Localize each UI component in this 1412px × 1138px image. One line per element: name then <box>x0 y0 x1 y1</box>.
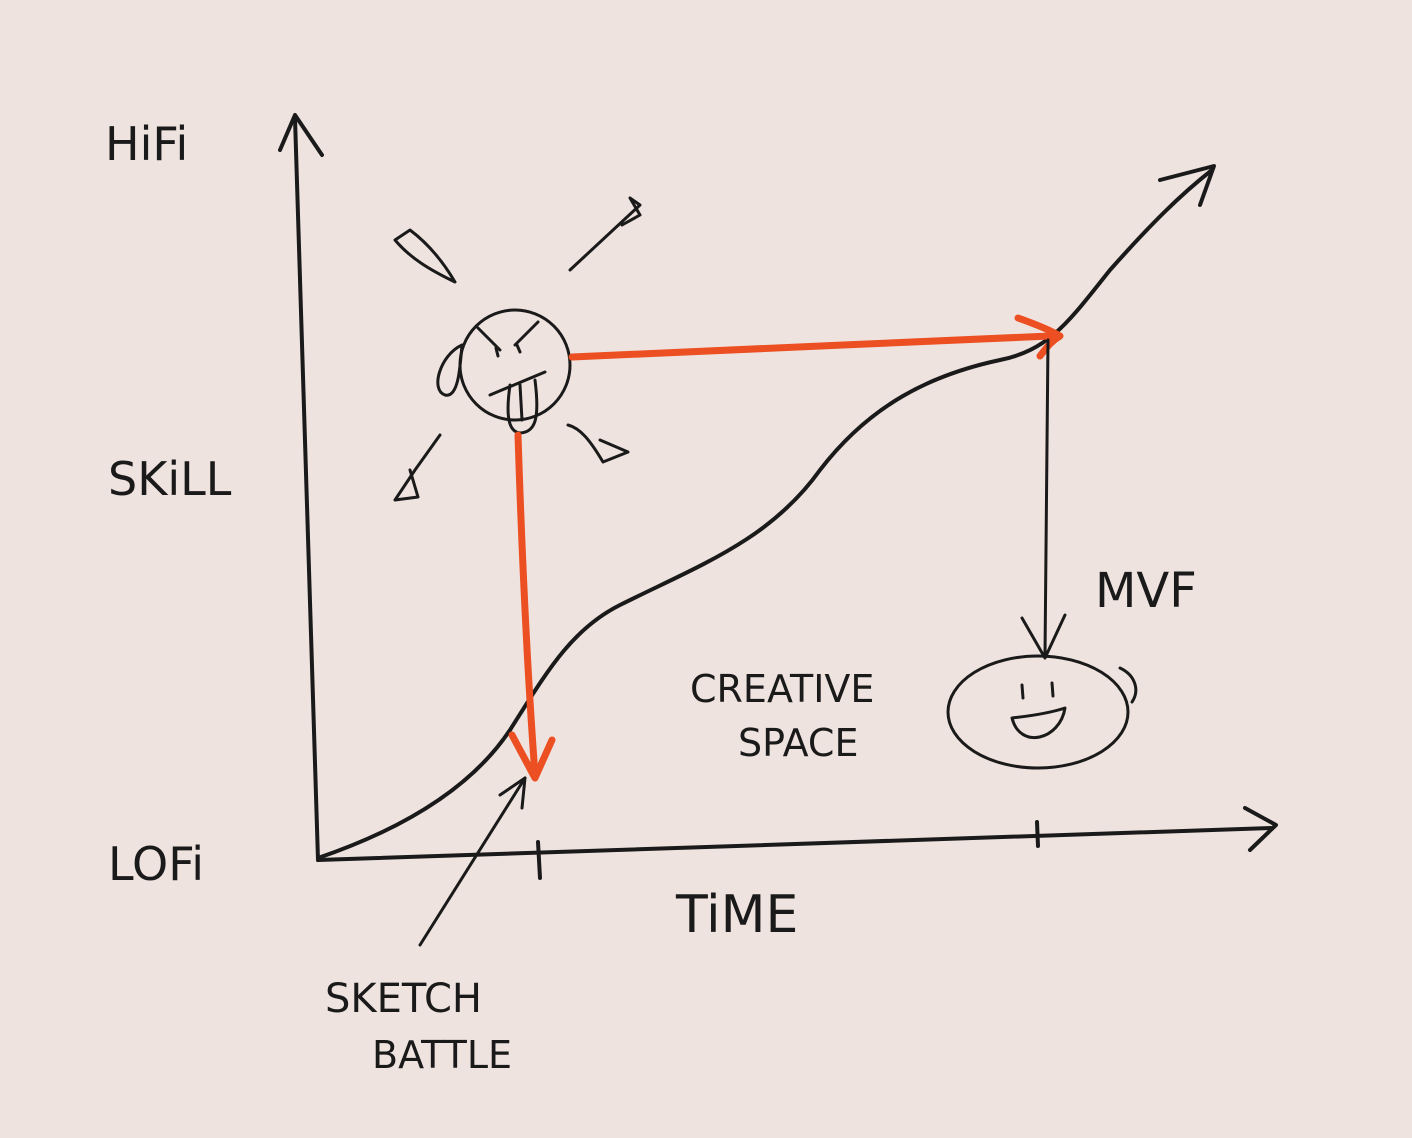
x-tick-sketch-battle <box>536 840 542 880</box>
skill-curve <box>316 164 1216 860</box>
label-mvf: MVF <box>1095 563 1197 619</box>
label-space: SPACE <box>738 721 858 765</box>
label-creative: CREATIVE <box>690 667 874 711</box>
y-axis-arrowhead <box>278 113 324 157</box>
x-tick-mvf <box>1035 820 1040 848</box>
label-hifi: HiFi <box>105 117 188 171</box>
ray-bottom-right <box>566 423 630 464</box>
happy-eyes <box>1020 681 1055 700</box>
x-axis-arrowhead <box>1243 806 1278 852</box>
angry-mouth <box>488 370 547 397</box>
ray-top-left <box>393 228 457 284</box>
label-battle: BATTLE <box>372 1033 512 1077</box>
orange-arrows <box>508 314 1064 782</box>
mvf-arrow <box>1020 338 1067 660</box>
sweat-drop <box>436 343 464 397</box>
happy-mouth <box>1010 706 1067 739</box>
curve-arrowhead <box>1158 164 1216 207</box>
orange-vertical-arrowhead <box>508 731 556 782</box>
label-sketch: SKETCH <box>325 976 482 1022</box>
sketch-battle-pointer <box>418 776 527 947</box>
label-time: TiME <box>675 885 798 945</box>
happy-face <box>946 654 1138 770</box>
ray-bottom-left <box>393 433 442 502</box>
angry-eyebrows <box>476 320 540 352</box>
orange-horizontal-arrowhead <box>1014 314 1064 360</box>
angry-face <box>393 196 642 502</box>
label-skill: SKiLL <box>108 452 232 506</box>
y-axis <box>278 113 324 862</box>
angry-eyes <box>494 343 522 358</box>
ray-top-right <box>568 196 642 272</box>
label-lofi: LOFi <box>108 837 204 891</box>
tongue <box>506 378 539 435</box>
x-axis <box>316 806 1278 880</box>
mvf-arrowhead <box>1020 613 1067 660</box>
happy-face-swoosh <box>1118 666 1138 704</box>
